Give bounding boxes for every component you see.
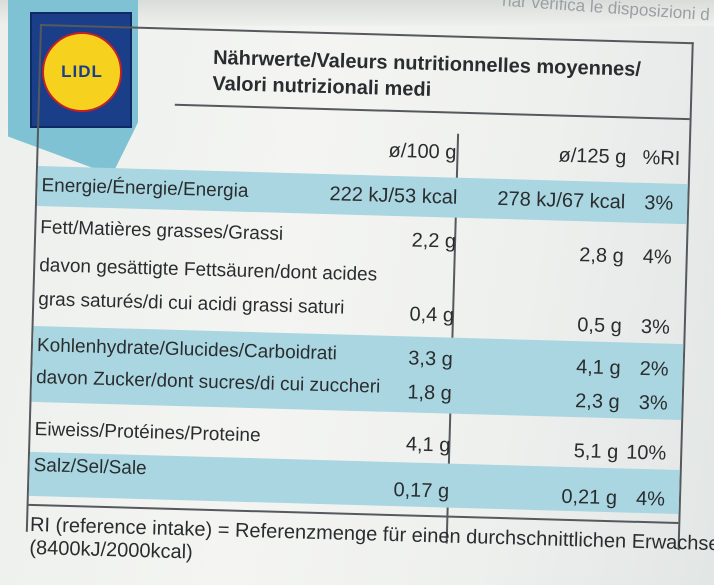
value-per100: 1,8 g xyxy=(407,381,453,405)
value-ri: 2% xyxy=(639,357,669,381)
column-header-per100: ø/100 g xyxy=(388,139,457,164)
row-label: davon gesättigte Fettsäuren/dont acides xyxy=(38,255,378,286)
value-ri: 10% xyxy=(625,441,667,465)
column-header-ri: %RI xyxy=(642,146,681,170)
logo-text: LIDL xyxy=(61,62,103,81)
row-label: Salz/Sel/Sale xyxy=(33,454,147,480)
row-label: gras saturés/di cui acidi grassi saturi xyxy=(38,289,345,319)
value-per125: 5,1 g xyxy=(573,440,619,464)
value-per125: 0,5 g xyxy=(577,314,623,338)
logo-circle: LIDL xyxy=(42,32,122,112)
top-edge-text: nar verifica le disposizioni d xyxy=(501,0,711,25)
value-per125: 0,21 g xyxy=(561,485,618,510)
value-ri: 4% xyxy=(642,245,673,269)
value-ri: 3% xyxy=(638,391,668,415)
value-per100: 3,3 g xyxy=(408,347,454,371)
value-ri: 3% xyxy=(640,315,671,339)
value-per125: 4,1 g xyxy=(575,356,621,380)
value-ri: 3% xyxy=(644,191,674,215)
nutrition-table: Nährwerte/Valeurs nutritionnelles moyenn… xyxy=(25,24,714,563)
value-per100: 0,17 g xyxy=(393,479,450,503)
lidl-logo: LIDL xyxy=(30,12,132,128)
value-per100: 0,4 g xyxy=(409,303,455,327)
row-label: Eiweiss/Protéines/Proteine xyxy=(34,419,261,447)
column-header-per125: ø/125 g xyxy=(558,144,627,169)
reference-intake-note: RI (reference intake) = Referenzmenge fü… xyxy=(29,514,714,580)
row-label: davon Zucker/dont sucres/di cui zuccheri xyxy=(35,367,381,398)
value-ri: 4% xyxy=(635,487,666,511)
value-per125: 278 kJ/67 kcal xyxy=(497,187,626,214)
value-per100: 222 kJ/53 kcal xyxy=(329,183,458,209)
value-per100: 2,2 g xyxy=(411,229,457,253)
value-per100: 4,1 g xyxy=(405,433,451,457)
value-per125: 2,3 g xyxy=(574,390,620,414)
table-band-carbs: Kohlenhydrate/Glucides/Carboidrati 3,3 g… xyxy=(31,325,684,421)
row-label: Energie/Énergie/Energia xyxy=(41,175,249,202)
row-label: Kohlenhydrate/Glucides/Carboidrati xyxy=(36,335,338,365)
value-per125: 2,8 g xyxy=(578,244,625,268)
nutrition-header: Nährwerte/Valeurs nutritionnelles moyenn… xyxy=(212,45,641,109)
row-label: Fett/Matières grasses/Grassi xyxy=(40,217,284,245)
table-row-energy: Energie/Énergie/Energia 222 kJ/53 kcal 2… xyxy=(36,166,688,225)
